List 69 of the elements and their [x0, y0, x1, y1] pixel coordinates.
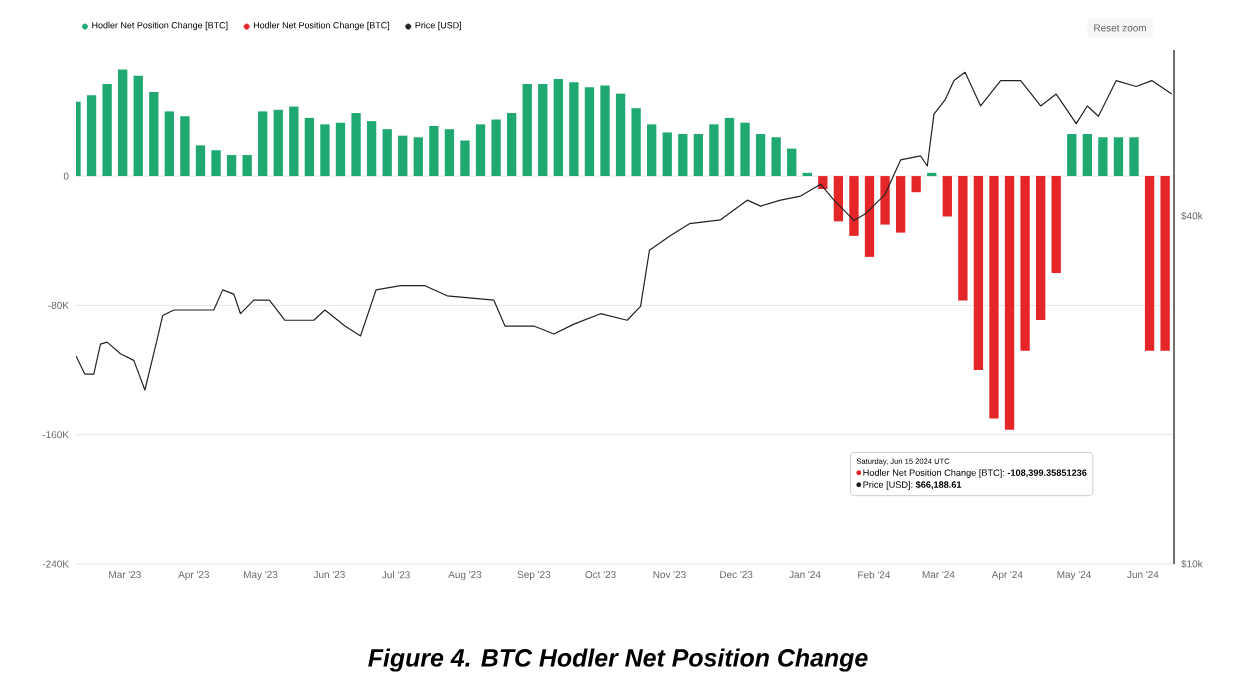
bar: [1082, 134, 1092, 177]
bar: [226, 155, 237, 177]
bar: [398, 135, 408, 177]
bar: [864, 176, 875, 257]
bar: [942, 176, 952, 217]
bar: [709, 124, 719, 177]
bar: [880, 176, 890, 225]
bar: [755, 134, 766, 177]
bar: [506, 113, 517, 177]
bar: [1035, 176, 1046, 320]
bar: [164, 111, 175, 177]
bar: [1004, 176, 1015, 430]
bar: [1129, 137, 1139, 177]
bar: [958, 176, 968, 301]
bar: [911, 176, 921, 193]
bar: [538, 83, 548, 177]
bar: [491, 119, 501, 177]
bar: [413, 137, 423, 177]
bar: [133, 75, 143, 177]
bar: [989, 176, 999, 419]
bar: [1067, 134, 1077, 177]
bar: [475, 124, 486, 177]
bar: [553, 79, 563, 177]
bar: [647, 124, 657, 177]
bar: [569, 82, 579, 177]
bar: [818, 176, 828, 189]
bar: [771, 137, 781, 177]
bar: [584, 87, 595, 177]
bar: [1160, 176, 1170, 351]
bar: [102, 83, 112, 177]
bar: [289, 106, 299, 177]
bar: [258, 111, 268, 177]
text: Figure 4. BTC Hodler Net Position Change: [368, 648, 868, 672]
bar: [195, 145, 206, 177]
bar: [149, 92, 159, 177]
bar: [787, 148, 797, 177]
bar: [118, 69, 128, 177]
bar: [242, 155, 252, 177]
bar: [366, 121, 377, 177]
bar: [600, 85, 610, 177]
bar: [429, 125, 439, 177]
bar: [1051, 176, 1061, 274]
bar: [351, 113, 361, 177]
bar: [615, 93, 626, 177]
bar: [444, 129, 455, 177]
bar: [662, 132, 672, 177]
bar: [460, 140, 470, 177]
bar: [86, 95, 97, 177]
bar: [180, 116, 190, 177]
bar: [273, 109, 283, 177]
bar: [335, 122, 346, 177]
bar: [1144, 176, 1155, 351]
bar: [211, 150, 221, 177]
bar: [973, 176, 984, 371]
bar: [382, 129, 392, 177]
bar: [678, 134, 688, 177]
bar: [1020, 176, 1030, 351]
bar: [1098, 137, 1108, 177]
bar: [631, 108, 641, 177]
bar: [833, 176, 844, 222]
bar: [522, 83, 532, 177]
bar: [724, 117, 735, 177]
bar: [849, 176, 859, 236]
bar: [740, 122, 750, 177]
bar: [304, 117, 315, 177]
bar: [1113, 137, 1124, 177]
bar: [320, 124, 330, 177]
bar: [693, 134, 704, 177]
bar: [895, 176, 906, 233]
